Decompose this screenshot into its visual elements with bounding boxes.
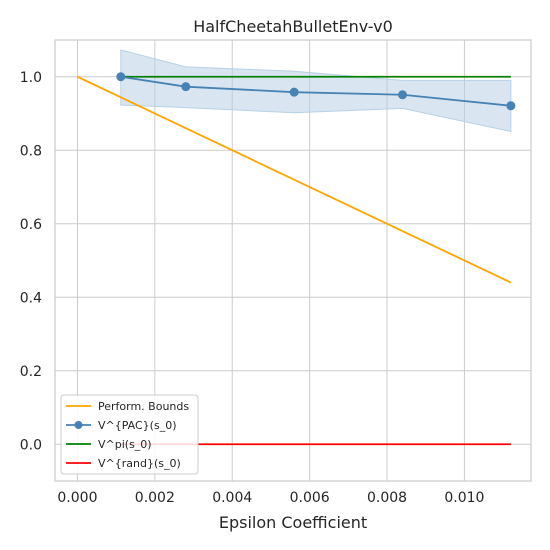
legend-label: V^{rand}(s_0) bbox=[98, 457, 181, 470]
x-tick-label: 0.008 bbox=[367, 490, 407, 506]
x-tick-label: 0.002 bbox=[135, 490, 175, 506]
chart-title: HalfCheetahBulletEnv-v0 bbox=[193, 17, 393, 36]
legend-box bbox=[60, 394, 199, 475]
y-tick-label: 0.4 bbox=[20, 290, 42, 306]
y-tick-label: 0.2 bbox=[20, 364, 42, 380]
legend-label: V^{PAC}(s_0) bbox=[98, 419, 177, 432]
y-tick-label: 0.6 bbox=[20, 217, 42, 233]
data-point bbox=[116, 72, 126, 82]
x-tick-label: 0.010 bbox=[444, 490, 484, 506]
data-point bbox=[289, 87, 299, 97]
x-axis-label: Epsilon Coefficient bbox=[219, 513, 367, 532]
legend-marker bbox=[74, 421, 83, 429]
x-tick-label: 0.000 bbox=[57, 490, 97, 506]
x-tick-label: 0.004 bbox=[212, 490, 252, 506]
confidence-band bbox=[120, 49, 512, 133]
data-point bbox=[398, 90, 408, 100]
series-line bbox=[77, 75, 512, 284]
legend-label: V^pi(s_0) bbox=[98, 438, 152, 451]
legend-label: Perform. Bounds bbox=[98, 400, 189, 413]
plot-frame bbox=[54, 39, 532, 482]
y-tick-label: 1.0 bbox=[20, 70, 42, 86]
y-tick-label: 0.8 bbox=[20, 143, 42, 159]
y-tick-label: 0.0 bbox=[20, 437, 42, 453]
series-layer bbox=[77, 72, 516, 446]
confidence-band-layer bbox=[120, 49, 512, 133]
data-point bbox=[181, 82, 191, 92]
x-tick-label: 0.006 bbox=[290, 490, 330, 506]
tick-label-layer: 0.000 0.002 0.004 0.006 0.008 0.010 0.0 0.2 0.4 0… bbox=[20, 70, 485, 506]
legend: Perform. Bounds V^{PAC}(s_0) V^pi(s_0) V^{r… bbox=[60, 394, 199, 475]
data-point bbox=[506, 101, 516, 111]
